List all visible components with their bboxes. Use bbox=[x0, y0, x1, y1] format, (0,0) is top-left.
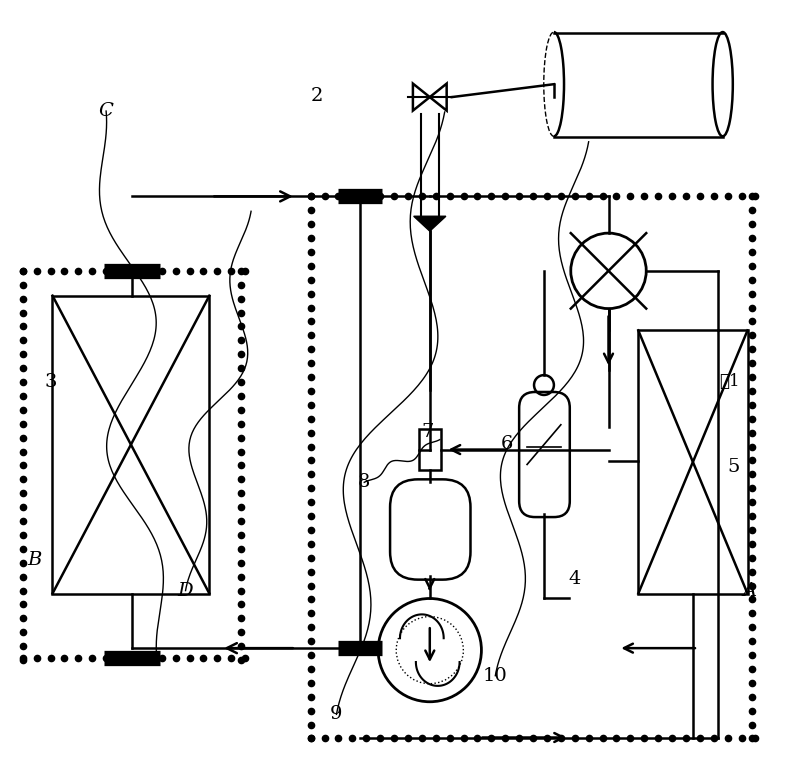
Text: 图1: 图1 bbox=[719, 373, 740, 390]
Text: 7: 7 bbox=[422, 423, 434, 441]
Text: C: C bbox=[98, 102, 114, 120]
Text: B: B bbox=[27, 551, 42, 569]
Text: 3: 3 bbox=[44, 373, 57, 391]
Text: 4: 4 bbox=[569, 570, 581, 588]
Text: A: A bbox=[742, 582, 757, 600]
Bar bbox=[419, 428, 441, 471]
Text: D: D bbox=[178, 582, 194, 600]
Text: 2: 2 bbox=[310, 86, 322, 104]
Text: 9: 9 bbox=[330, 705, 342, 724]
Polygon shape bbox=[414, 217, 446, 231]
Text: 5: 5 bbox=[727, 458, 740, 476]
Text: 8: 8 bbox=[358, 474, 370, 492]
Text: 6: 6 bbox=[501, 435, 514, 453]
Text: 10: 10 bbox=[483, 667, 508, 685]
